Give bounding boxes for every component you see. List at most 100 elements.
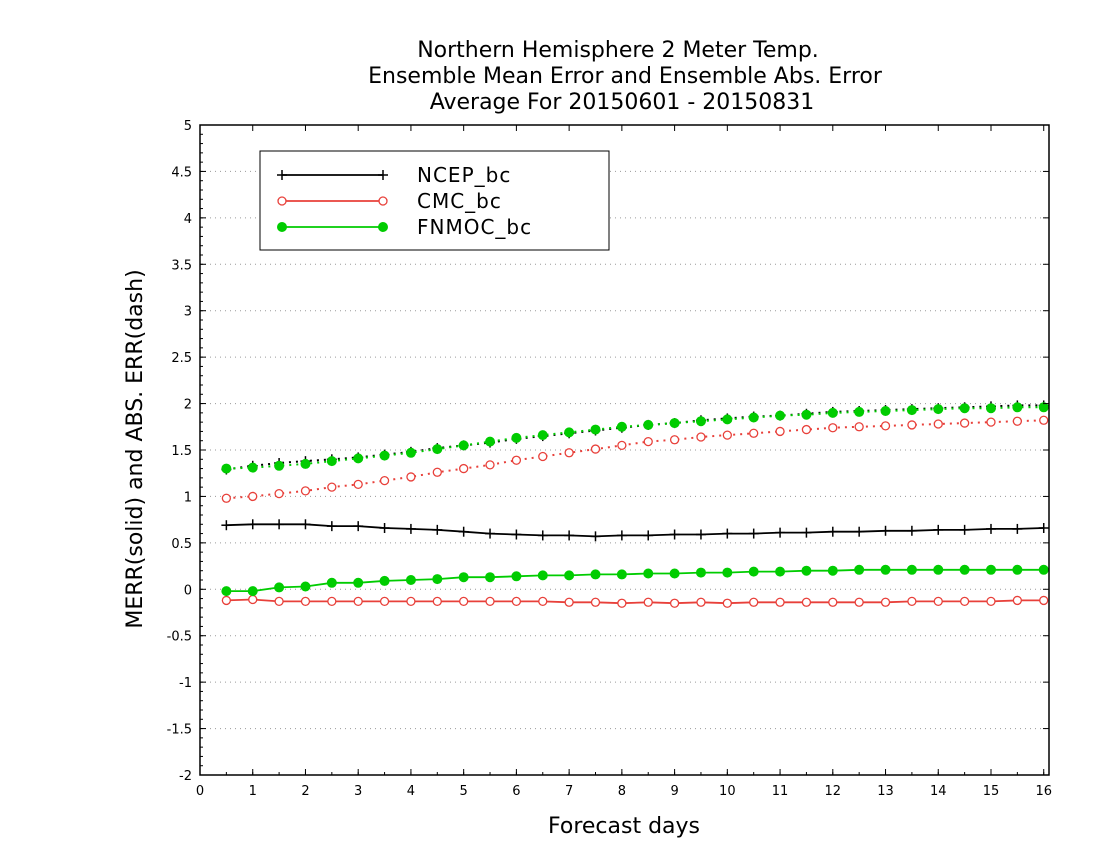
point-ncep-bc-merr-1 (247, 519, 258, 530)
point-fnmoc-bc-abs-err-3 (300, 458, 311, 469)
point-cmc-bc-abs-err-29 (986, 417, 996, 427)
gridlines (200, 170, 1049, 730)
legend-marker-start-ncep-bc (277, 170, 287, 180)
point-ncep-bc-merr-13 (564, 530, 575, 541)
point-cmc-bc-merr-15 (617, 598, 627, 608)
point-cmc-bc-merr-20 (749, 597, 759, 607)
point-fnmoc-bc-abs-err-20 (748, 412, 759, 423)
y-axis: -2 -1.5 -1 -0.5 0 0.5 1 1.5 2 2.5 3 3.5 4 4.5 5 (167, 119, 1049, 784)
point-fnmoc-bc-merr-29 (985, 564, 996, 575)
point-fnmoc-bc-abs-err-8 (432, 444, 443, 455)
point-cmc-bc-merr-31 (1039, 595, 1049, 606)
point-fnmoc-bc-abs-err-10 (485, 436, 496, 447)
x-tick-label-11: 11 (772, 784, 789, 799)
point-ncep-bc-merr-24 (854, 526, 865, 537)
legend-marker-start-fnmoc-bc (277, 222, 287, 232)
point-ncep-bc-merr-4 (326, 521, 337, 532)
point-ncep-bc-merr-12 (537, 530, 548, 541)
point-ncep-bc-merr-25 (880, 525, 891, 536)
y-tick-label-2: -1 (179, 676, 192, 691)
point-fnmoc-bc-merr-7 (405, 575, 416, 585)
point-cmc-bc-abs-err-10 (485, 460, 495, 470)
y-tick-label-10: 3 (184, 305, 192, 320)
x-tick-label-9: 9 (670, 784, 678, 799)
point-fnmoc-bc-abs-err-2 (274, 460, 285, 471)
point-fnmoc-bc-merr-14 (590, 569, 601, 580)
point-fnmoc-bc-abs-err-11 (511, 432, 522, 443)
point-cmc-bc-abs-err-6 (379, 475, 390, 486)
point-cmc-bc-merr-2 (274, 596, 284, 607)
point-cmc-bc-abs-err-5 (353, 479, 363, 490)
point-fnmoc-bc-abs-err-19 (722, 414, 733, 425)
legend-marker-end-fnmoc-bc (378, 222, 388, 232)
point-fnmoc-bc-merr-6 (379, 575, 390, 586)
point-ncep-bc-merr-6 (379, 523, 390, 533)
point-cmc-bc-merr-28 (959, 596, 970, 607)
y-tick-label-6: 1 (184, 490, 192, 505)
point-ncep-bc-merr-23 (827, 526, 838, 537)
y-tick-label-11: 3.5 (171, 258, 192, 273)
point-fnmoc-bc-merr-31 (1038, 564, 1049, 575)
y-tick-label-3: -0.5 (167, 630, 192, 645)
series-layer (221, 400, 1049, 608)
x-tick-label-15: 15 (983, 784, 1000, 799)
y-tick-label-8: 2 (184, 398, 192, 413)
x-tick-label-7: 7 (565, 784, 573, 799)
point-cmc-bc-abs-err-16 (643, 436, 653, 447)
point-fnmoc-bc-abs-err-29 (985, 403, 996, 414)
x-tick-label-5: 5 (460, 784, 468, 799)
point-ncep-bc-merr-14 (590, 531, 601, 542)
point-cmc-bc-abs-err-25 (880, 421, 891, 431)
point-ncep-bc-merr-11 (511, 529, 522, 540)
point-cmc-bc-merr-16 (643, 597, 653, 607)
point-cmc-bc-abs-err-12 (538, 451, 548, 462)
point-fnmoc-bc-abs-err-16 (643, 419, 654, 430)
series-ncep-bc-abs-err (221, 400, 1049, 475)
legend-item-cmc-bc: CMC_bc (277, 189, 501, 213)
point-cmc-bc-abs-err-3 (300, 486, 311, 496)
point-fnmoc-bc-abs-err-26 (906, 405, 917, 416)
series-line-ncep-bc-merr (226, 523, 1044, 538)
point-cmc-bc-abs-err-31 (1039, 415, 1049, 425)
point-cmc-bc-merr-0 (221, 595, 232, 606)
point-fnmoc-bc-abs-err-28 (959, 403, 970, 414)
point-cmc-bc-abs-err-2 (274, 488, 284, 499)
point-cmc-bc-merr-24 (854, 597, 864, 607)
point-cmc-bc-abs-err-21 (775, 426, 785, 437)
point-cmc-bc-merr-3 (300, 596, 311, 607)
point-ncep-bc-merr-28 (959, 524, 970, 535)
point-fnmoc-bc-abs-err-31 (1038, 402, 1049, 413)
y-tick-label-13: 4.5 (171, 165, 192, 180)
point-fnmoc-bc-merr-22 (801, 565, 812, 576)
x-tick-label-1: 1 (249, 784, 257, 799)
legend-marker-start-cmc-bc (277, 196, 287, 206)
point-ncep-bc-merr-0 (221, 520, 232, 531)
y-tick-label-1: -1.5 (167, 723, 192, 738)
point-fnmoc-bc-merr-2 (274, 582, 285, 593)
point-fnmoc-bc-merr-13 (564, 570, 575, 581)
x-tick-label-8: 8 (618, 784, 626, 799)
series-line-cmc-bc-abs-err (226, 419, 1044, 500)
title-line-2: Ensemble Mean Error and Ensemble Abs. Er… (368, 64, 883, 89)
point-cmc-bc-merr-13 (564, 597, 574, 607)
point-fnmoc-bc-abs-err-21 (775, 410, 786, 421)
point-fnmoc-bc-abs-err-13 (564, 427, 575, 438)
series-cmc-bc-merr (221, 594, 1049, 608)
x-tick-label-10: 10 (719, 784, 736, 799)
point-cmc-bc-merr-5 (353, 596, 363, 607)
point-cmc-bc-abs-err-28 (959, 418, 970, 428)
x-tick-label-13: 13 (877, 784, 894, 799)
point-fnmoc-bc-abs-err-24 (854, 406, 865, 417)
legend-marker-end-cmc-bc (378, 196, 388, 206)
point-fnmoc-bc-merr-0 (221, 586, 232, 597)
point-ncep-bc-merr-7 (405, 523, 416, 534)
point-cmc-bc-abs-err-9 (459, 463, 469, 474)
point-cmc-bc-abs-err-8 (432, 467, 442, 477)
point-cmc-bc-abs-err-14 (590, 444, 601, 454)
point-cmc-bc-merr-12 (538, 596, 548, 607)
point-fnmoc-bc-merr-10 (485, 572, 496, 583)
series-ncep-bc-merr (221, 519, 1049, 542)
point-cmc-bc-abs-err-30 (1012, 416, 1023, 426)
point-fnmoc-bc-abs-err-18 (695, 416, 706, 427)
x-tick-label-12: 12 (825, 784, 842, 799)
